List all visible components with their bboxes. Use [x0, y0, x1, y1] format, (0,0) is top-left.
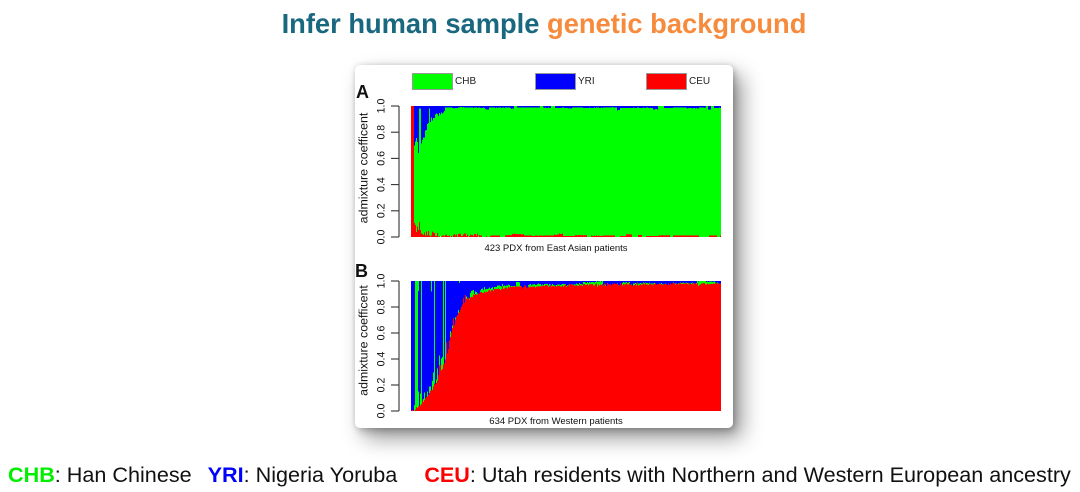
svg-text:0.2: 0.2: [376, 378, 388, 393]
svg-text:0.2: 0.2: [376, 203, 388, 218]
svg-text:admixture coefficent: admixture coefficent: [357, 112, 371, 223]
svg-text:0.0: 0.0: [376, 230, 388, 245]
svg-text:1.0: 1.0: [376, 99, 388, 114]
svg-text:0.6: 0.6: [376, 151, 388, 166]
svg-text:0.0: 0.0: [376, 404, 388, 419]
svg-text:0.6: 0.6: [376, 326, 388, 341]
svg-text:0.8: 0.8: [376, 300, 388, 315]
svg-text:1.0: 1.0: [376, 274, 388, 289]
svg-text:0.8: 0.8: [376, 125, 388, 140]
svg-text:0.4: 0.4: [376, 177, 388, 192]
svg-text:admixture coefficent: admixture coefficent: [357, 285, 371, 396]
svg-text:0.4: 0.4: [376, 352, 388, 367]
